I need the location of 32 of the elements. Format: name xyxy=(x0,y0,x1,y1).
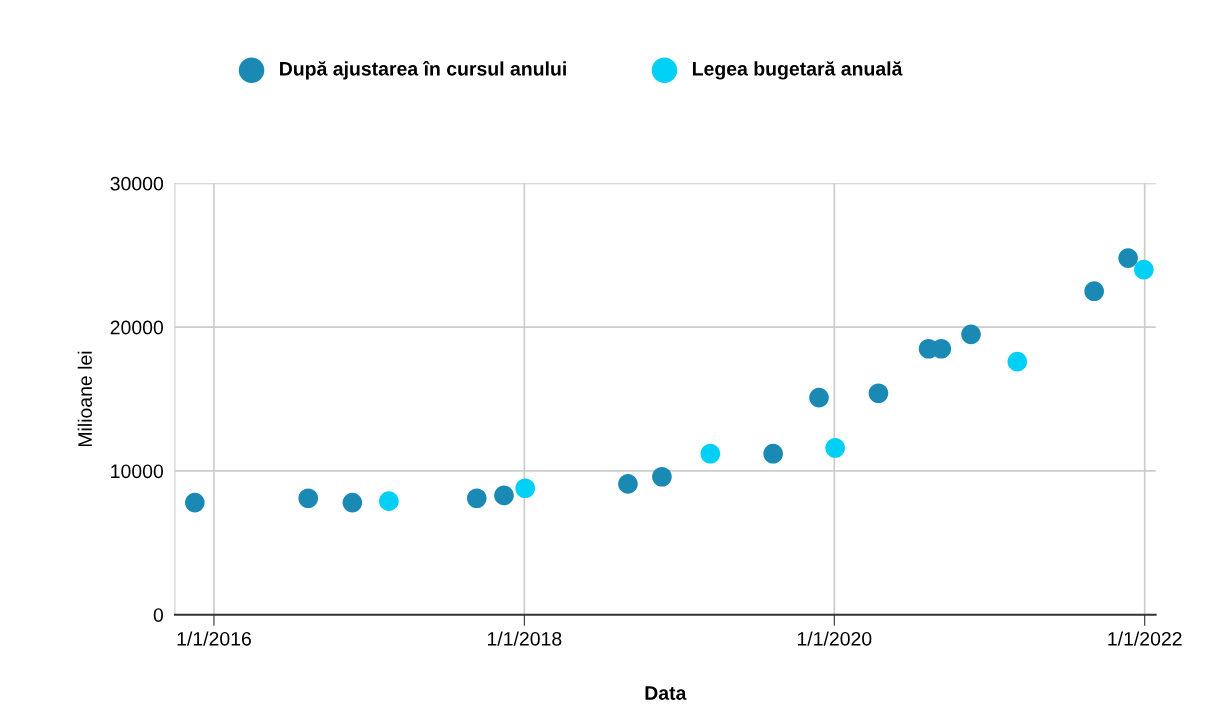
y-axis-title: Milioane lei xyxy=(77,351,92,447)
point xyxy=(1007,351,1028,372)
point xyxy=(961,324,981,345)
point xyxy=(494,485,514,506)
legend-label: Legea bugetară anuală xyxy=(692,61,903,80)
point xyxy=(298,488,319,509)
point xyxy=(763,443,783,464)
legend-label: După ajustarea în cursul anului xyxy=(280,60,566,80)
point xyxy=(809,387,829,408)
point xyxy=(1084,281,1104,302)
x-tick-label: 1/1/2016 xyxy=(177,631,251,646)
x-tick-label: 1/1/2020 xyxy=(797,631,872,646)
point xyxy=(825,438,845,458)
point xyxy=(185,492,205,513)
point xyxy=(515,478,536,499)
y-tick-label: 30000 xyxy=(110,176,164,191)
point xyxy=(618,474,638,494)
point xyxy=(342,492,363,513)
x-tick-label: 1/1/2018 xyxy=(487,631,562,646)
y-tick-label: 0 xyxy=(153,608,164,622)
point xyxy=(700,443,721,464)
y-tick-label: 10000 xyxy=(111,464,164,479)
point xyxy=(1118,248,1138,268)
point xyxy=(379,491,399,511)
x-axis-title: Data xyxy=(645,686,687,700)
point xyxy=(1134,259,1154,280)
x-tick-label: 1/1/2022 xyxy=(1108,631,1182,646)
y-tick-label: 20000 xyxy=(110,320,164,335)
point xyxy=(931,338,952,359)
point xyxy=(868,383,889,404)
point xyxy=(466,488,487,509)
point xyxy=(652,466,672,487)
